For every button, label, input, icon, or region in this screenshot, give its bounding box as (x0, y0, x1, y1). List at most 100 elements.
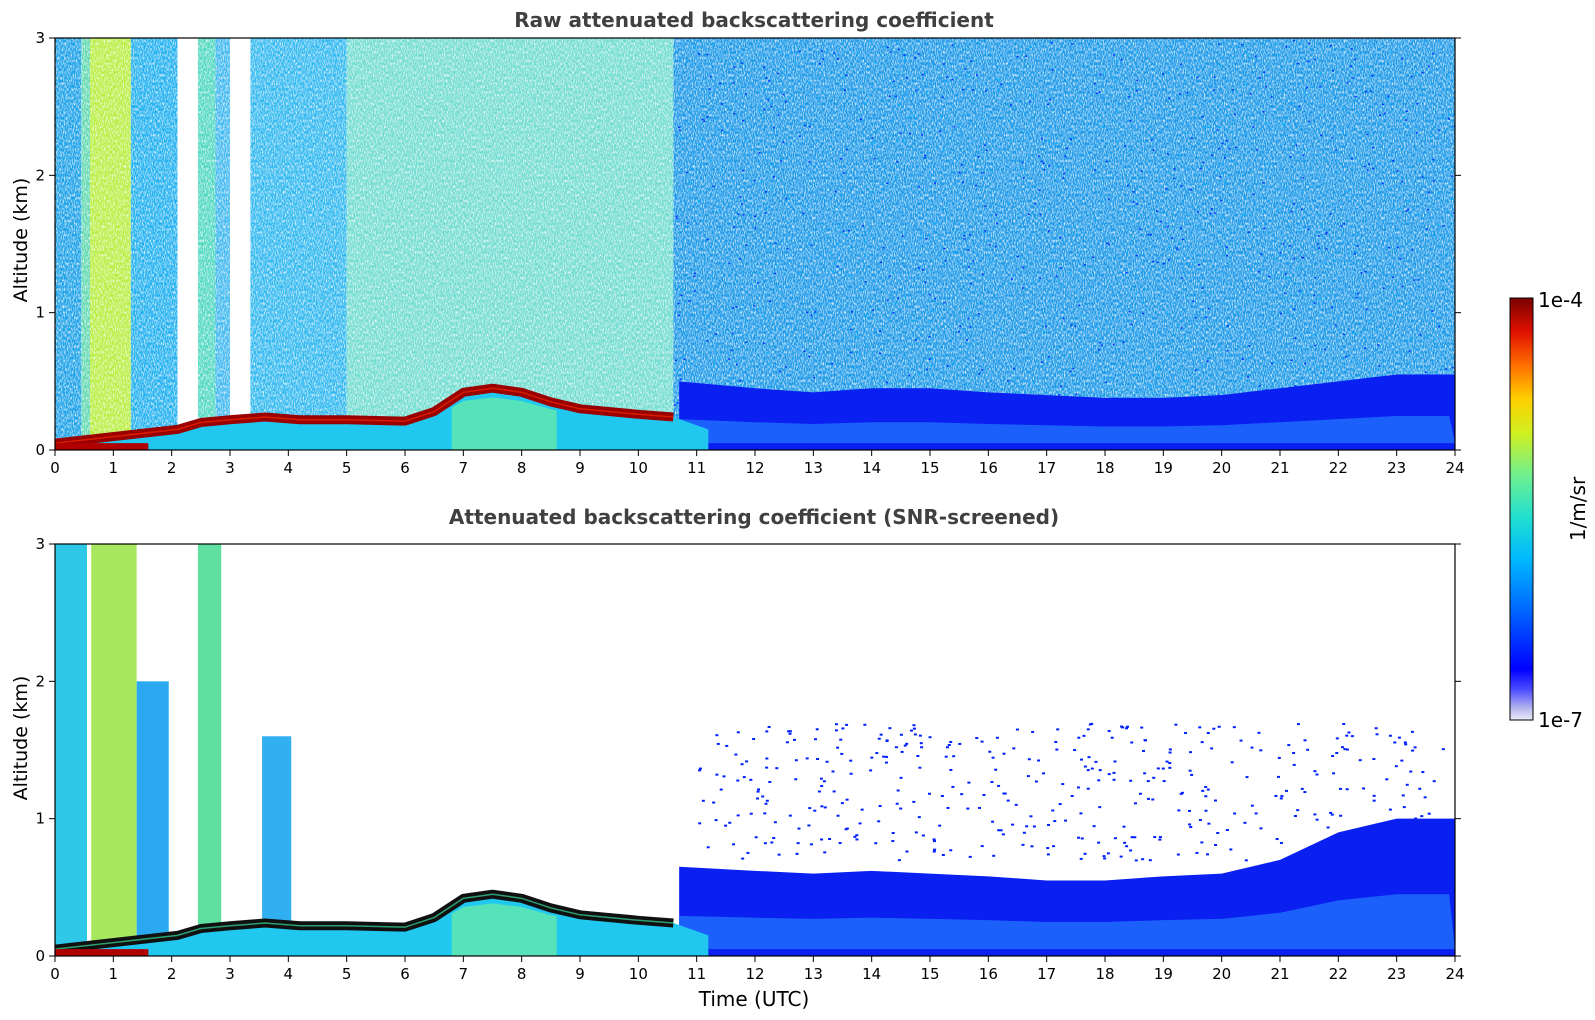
speckle (1411, 249, 1414, 251)
speckle (976, 74, 979, 76)
speckle (1029, 100, 1032, 103)
speckle (1204, 795, 1208, 798)
speckle (752, 737, 756, 740)
speckle (1102, 855, 1106, 858)
panel-screened-y-axis-label: Altitude (km) (10, 676, 32, 801)
speckle (968, 234, 971, 236)
x-axis-label: Time (UTC) (698, 987, 810, 1011)
speckle (1224, 156, 1227, 159)
speckle (1305, 87, 1308, 89)
speckle (951, 44, 954, 46)
y-tick-label: 1 (35, 304, 45, 322)
speckle (1043, 168, 1046, 171)
speckle (1001, 833, 1005, 836)
x-tick-label: 4 (284, 459, 294, 477)
speckle (712, 185, 715, 188)
speckle (1134, 859, 1138, 862)
speckle (1135, 89, 1138, 92)
speckle (1331, 137, 1334, 139)
panel-raw-y-ticks: 0 1 2 3 (35, 29, 1461, 459)
speckle (819, 63, 822, 65)
speckle (888, 368, 891, 370)
speckle (794, 778, 798, 781)
speckle (745, 140, 748, 143)
speckle (1293, 203, 1296, 205)
speckle (924, 154, 927, 157)
speckle (863, 255, 866, 257)
speckle (759, 185, 762, 188)
speckle (1103, 857, 1107, 860)
speckle (1393, 741, 1397, 744)
x-tick-label: 4 (284, 965, 294, 983)
speckle (1307, 369, 1310, 372)
speckle (1418, 787, 1422, 790)
speckle (813, 738, 817, 741)
speckle (1162, 263, 1165, 265)
speckle (1196, 76, 1199, 79)
speckle (1221, 56, 1224, 59)
speckle (1427, 812, 1431, 815)
speckle (1064, 155, 1067, 158)
speckle (888, 275, 891, 277)
speckle (742, 776, 746, 779)
speckle (803, 124, 806, 127)
speckle (749, 778, 753, 781)
speckle (1321, 372, 1324, 375)
speckle (1352, 332, 1355, 334)
speckle (745, 319, 748, 322)
speckle (1366, 133, 1369, 136)
speckle (870, 756, 874, 759)
speckle (990, 781, 994, 784)
speckle (1358, 759, 1362, 762)
speckle (1234, 146, 1237, 149)
x-tick-label: 14 (862, 965, 881, 983)
speckle (1346, 82, 1349, 84)
speckle (1138, 792, 1142, 795)
speckle (1345, 748, 1349, 751)
speckle (1293, 308, 1296, 310)
speckle (739, 196, 742, 198)
speckle (1116, 60, 1119, 62)
speckle (962, 181, 965, 183)
x-tick-label: 14 (862, 459, 881, 477)
speckle (904, 296, 907, 298)
speckle (1319, 85, 1322, 88)
speckle (689, 181, 692, 184)
speckle (1256, 149, 1259, 151)
speckle (679, 378, 682, 380)
speckle (1243, 213, 1246, 215)
speckle (933, 848, 937, 851)
speckle (1082, 315, 1085, 317)
speckle (1171, 237, 1174, 239)
speckle (1217, 394, 1220, 396)
speckle (1196, 211, 1199, 213)
speckle (947, 743, 951, 746)
speckle (871, 137, 874, 139)
speckle (1241, 358, 1244, 361)
speckle (1006, 202, 1009, 204)
speckle (1241, 43, 1244, 46)
speckle (1034, 780, 1038, 783)
speckle (772, 837, 776, 840)
speckle (1097, 328, 1100, 331)
speckle (1055, 748, 1059, 751)
speckle (1382, 103, 1385, 106)
speckle (1329, 213, 1332, 215)
speckle (909, 729, 913, 732)
speckle (719, 788, 723, 791)
speckle (1315, 818, 1319, 821)
speckle (1129, 149, 1132, 152)
speckle (946, 806, 950, 809)
speckle (775, 264, 778, 266)
speckle (1332, 772, 1336, 775)
speckle (1318, 247, 1321, 249)
speckle (1083, 765, 1087, 768)
speckle (1218, 147, 1221, 150)
speckle (1120, 59, 1123, 61)
speckle (984, 144, 987, 147)
speckle (966, 75, 969, 78)
speckle (742, 214, 745, 216)
speckle (1225, 829, 1229, 832)
speckle (777, 114, 780, 116)
speckle (844, 234, 847, 236)
